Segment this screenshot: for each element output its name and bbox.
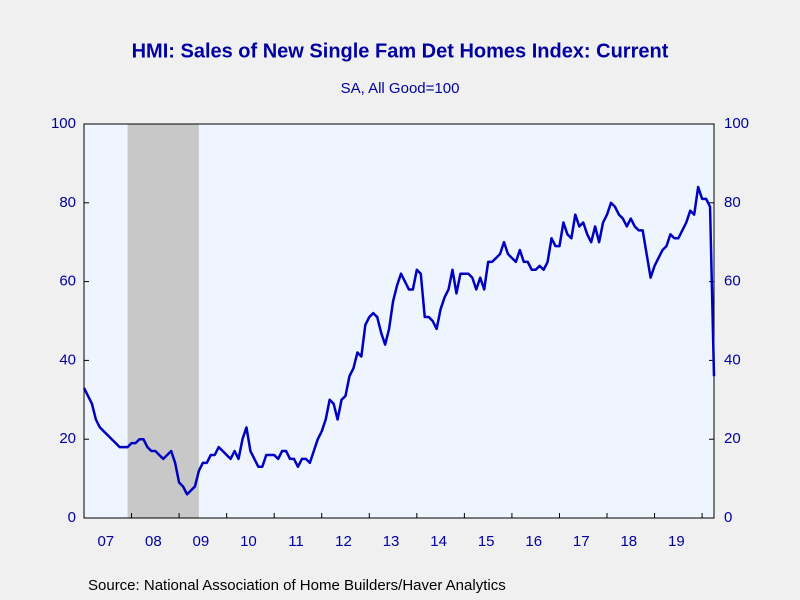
y2-tick-label: 20: [724, 430, 741, 447]
y2-tick-label: 80: [724, 194, 741, 211]
x-tick-label: 19: [668, 533, 685, 550]
y-tick-label: 40: [59, 351, 76, 368]
y2-tick-label: 0: [724, 509, 732, 526]
plot-frame: [83, 123, 715, 519]
chart-title: HMI: Sales of New Single Fam Det Homes I…: [132, 40, 669, 62]
y-tick-label: 60: [59, 273, 76, 290]
x-tick-label: 18: [620, 533, 637, 550]
y-tick-label: 100: [51, 115, 76, 132]
y2-tick-label: 100: [724, 115, 749, 132]
x-tick-label: 12: [335, 533, 352, 550]
y2-tick-label: 60: [724, 273, 741, 290]
x-tick-label: 15: [478, 533, 495, 550]
x-tick-label: 16: [525, 533, 542, 550]
x-tick-label: 09: [193, 533, 210, 550]
x-tick-label: 07: [97, 533, 114, 550]
x-tick-label: 14: [430, 533, 447, 550]
y-tick-label: 80: [59, 194, 76, 211]
chart-subtitle: SA, All Good=100: [341, 80, 460, 97]
source: Source: National Association of Home Bui…: [88, 577, 506, 594]
x-tick-label: 10: [240, 533, 257, 550]
y2-tick-label: 40: [724, 351, 741, 368]
x-tick-label: 13: [383, 533, 400, 550]
recession-shading: [127, 124, 199, 518]
line-series: [82, 185, 716, 496]
y-tick-label: 20: [59, 430, 76, 447]
x-tick-label: 17: [573, 533, 590, 550]
y-tick-label: 0: [68, 509, 76, 526]
x-tick-label: 08: [145, 533, 162, 550]
x-tick-label: 11: [288, 533, 304, 550]
